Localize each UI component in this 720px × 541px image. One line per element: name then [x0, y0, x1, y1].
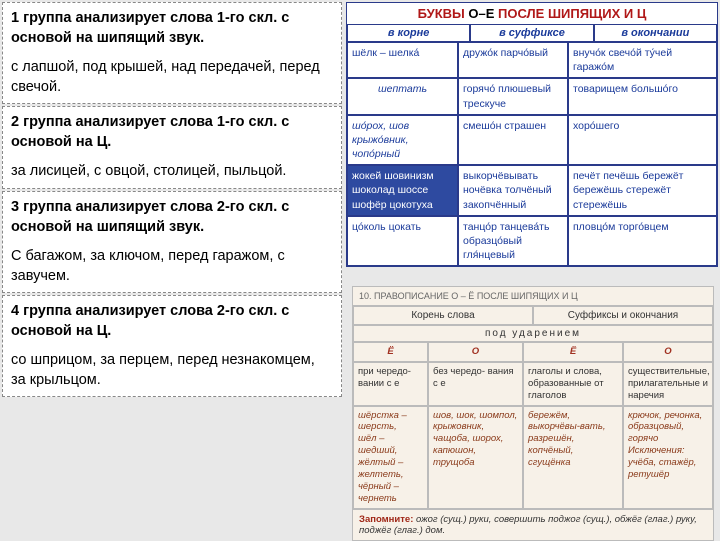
- br-e4: крючок, речонка, образцовый, горячо Искл…: [623, 406, 713, 509]
- br-col-2: О: [428, 342, 523, 362]
- tr-r4c2: выкорчёвывать ночёвка толчёный закопчённ…: [458, 165, 568, 216]
- br-d2: без чередо- вания с е: [428, 362, 523, 406]
- br-foot-label: Запомните:: [359, 514, 416, 525]
- group-2-examples: за лисицей, с овцой, столицей, пыльцой.: [11, 162, 333, 182]
- br-d1: при чередо- вании с е: [353, 362, 428, 406]
- br-col-4: О: [623, 342, 713, 362]
- tr-r1c1: шёлк – шелка́: [347, 42, 458, 78]
- tr-r3c2: смешо́н страшен: [458, 115, 568, 166]
- group-3: 3 группа анализирует слова 2-го скл. с о…: [2, 191, 342, 293]
- tr-head-3: в окончании: [594, 24, 717, 42]
- tr-r4c3: печёт печёшь бережёт бережёшь стережёт с…: [568, 165, 717, 216]
- tr-title-pre: БУКВЫ: [418, 6, 469, 21]
- tr-head-1: в корне: [347, 24, 470, 42]
- tr-title: БУКВЫ О–Е ПОСЛЕ ШИПЯЩИХ И Ц: [347, 3, 717, 24]
- group-4: 4 группа анализирует слова 2-го скл. с о…: [2, 295, 342, 397]
- tr-row-4: жокей шовинизм шоколад шоссе шофёр цокот…: [347, 165, 717, 216]
- br-desc: при чередо- вании с е без чередо- вания …: [353, 362, 713, 406]
- group-3-examples: С багажом, за ключом, перед гаражом, с з…: [11, 247, 333, 286]
- tr-r5c2: танцо́р танцева́ть образцо́вый гля́нцевы…: [458, 216, 568, 267]
- tr-r2c1: шептать: [347, 78, 458, 114]
- tr-r5c1: цо́коль цокать: [347, 216, 458, 267]
- tr-r3c1: шо́рох, шов крыжо́вник, чопо́рный: [347, 115, 458, 166]
- br-examples: шёрстка – шерсть, шёл – шедший, жёлтый –…: [353, 406, 713, 509]
- tr-row-3: шо́рох, шов крыжо́вник, чопо́рный смешо́…: [347, 115, 717, 166]
- tr-r3c3: хоро́шего: [568, 115, 717, 166]
- br-head2: под ударением: [353, 325, 713, 342]
- tr-r1c3: внучо́к свечо́й ту́чей гаражо́м: [568, 42, 717, 78]
- tr-r2c3: товарищем большо́го: [568, 78, 717, 114]
- tr-title-oe: О–Е: [468, 6, 494, 21]
- group-2: 2 группа анализирует слова 1-го скл. с о…: [2, 106, 342, 189]
- bottom-reference-table: 10. ПРАВОПИСАНИЕ О – Ё ПОСЛЕ ШИПЯЩИХ И Ц…: [352, 286, 714, 541]
- top-reference-table: БУКВЫ О–Е ПОСЛЕ ШИПЯЩИХ И Ц в корне в су…: [346, 2, 718, 267]
- group-1-title: 1 группа анализирует слова 1-го скл. с о…: [11, 9, 333, 48]
- group-1-examples: с лапшой, под крышей, над передачей, пер…: [11, 58, 333, 97]
- tr-row-5: цо́коль цокать танцо́р танцева́ть образц…: [347, 216, 717, 267]
- tr-r2c2: горячо́ плюшевый трескуче: [458, 78, 568, 114]
- group-4-examples: со шприцом, за перцем, перед незнакомцем…: [11, 351, 333, 390]
- left-column: 1 группа анализирует слова 1-го скл. с о…: [2, 2, 342, 397]
- group-3-title: 3 группа анализирует слова 2-го скл. с о…: [11, 198, 333, 237]
- group-4-title: 4 группа анализирует слова 2-го скл. с о…: [11, 302, 333, 341]
- tr-r5c3: пловцо́м торго́вцем: [568, 216, 717, 267]
- br-col-1: Ё: [353, 342, 428, 362]
- br-e2: шов, шок, шомпол, крыжовник, чащоба, шор…: [428, 406, 523, 509]
- br-e3: бережём, выкорчёвы-вать, разрешён, копчё…: [523, 406, 623, 509]
- br-footer: Запомните: ожог (сущ.) руки, совершить п…: [353, 509, 713, 540]
- br-e1: шёрстка – шерсть, шёл – шедший, жёлтый –…: [353, 406, 428, 509]
- tr-title-post: ПОСЛЕ ШИПЯЩИХ И Ц: [494, 6, 646, 21]
- tr-header: в корне в суффиксе в окончании: [347, 24, 717, 42]
- br-cols: Ё О Ё О: [353, 342, 713, 362]
- tr-row-1: шёлк – шелка́ дружо́к парчо́вый внучо́к …: [347, 42, 717, 78]
- group-1: 1 группа анализирует слова 1-го скл. с о…: [2, 2, 342, 104]
- br-title: 10. ПРАВОПИСАНИЕ О – Ё ПОСЛЕ ШИПЯЩИХ И Ц: [353, 287, 713, 306]
- br-head1: Корень слова Суффиксы и окончания: [353, 306, 713, 325]
- br-d3: глаголы и слова, образованные от глаголо…: [523, 362, 623, 406]
- tr-r4c1: жокей шовинизм шоколад шоссе шофёр цокот…: [347, 165, 458, 216]
- br-h1a: Корень слова: [353, 306, 533, 325]
- group-2-title: 2 группа анализирует слова 1-го скл. с о…: [11, 113, 333, 152]
- tr-row-2: шептать горячо́ плюшевый трескуче товари…: [347, 78, 717, 114]
- tr-head-2: в суффиксе: [470, 24, 593, 42]
- br-col-3: Ё: [523, 342, 623, 362]
- br-d4: существительные, прилагательные и наречи…: [623, 362, 713, 406]
- tr-r1c2: дружо́к парчо́вый: [458, 42, 568, 78]
- br-h1b: Суффиксы и окончания: [533, 306, 713, 325]
